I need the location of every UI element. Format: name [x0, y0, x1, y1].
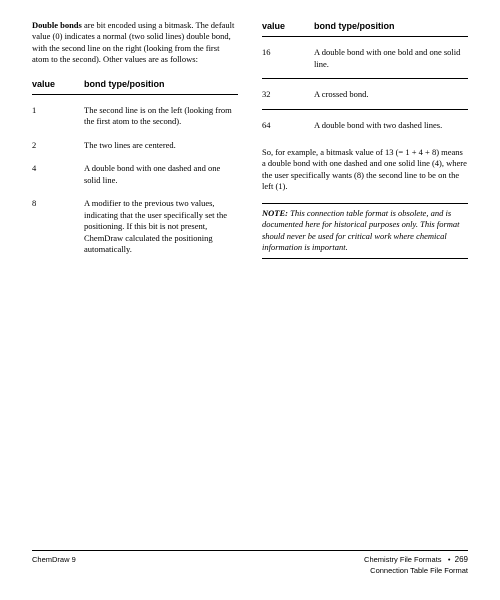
left-table-header-value: value [32, 78, 84, 90]
footer-right-line1: Chemistry File Formats • 269 [364, 555, 468, 566]
note-text: This connection table format is obsolete… [262, 208, 460, 252]
right-table-header-desc: bond type/position [314, 20, 468, 32]
table-row: 4 A double bond with one dashed and one … [32, 159, 238, 194]
table-row: 16 A double bond with one bold and one s… [262, 43, 468, 78]
table-row: 64 A double bond with two dashed lines. [262, 116, 468, 139]
row-desc: The two lines are centered. [84, 140, 238, 151]
table-row: 2 The two lines are centered. [32, 136, 238, 159]
table-row: 1 The second line is on the left (lookin… [32, 101, 238, 136]
right-table-header: value bond type/position [262, 20, 468, 37]
footer-section: Connection Table File Format [364, 566, 468, 576]
table-row: 32 A crossed bond. [262, 85, 468, 108]
row-value: 2 [32, 140, 84, 151]
row-separator [262, 109, 468, 110]
left-table-header-desc: bond type/position [84, 78, 238, 90]
left-column: Double bonds are bit encoded using a bit… [32, 20, 238, 550]
right-column: value bond type/position 16 A double bon… [262, 20, 468, 550]
columns: Double bonds are bit encoded using a bit… [32, 20, 468, 550]
page-root: Double bonds are bit encoded using a bit… [0, 0, 500, 600]
row-value: 64 [262, 120, 314, 131]
note-bottom-rule [262, 258, 468, 259]
left-table-header: value bond type/position [32, 78, 238, 95]
footer-right: Chemistry File Formats • 269 Connection … [364, 555, 468, 576]
footer-left: ChemDraw 9 [32, 555, 76, 576]
row-value: 1 [32, 105, 84, 128]
footer-chapter: Chemistry File Formats [364, 555, 442, 564]
row-separator [262, 78, 468, 79]
row-desc: A modifier to the previous two values, i… [84, 198, 238, 255]
page-footer: ChemDraw 9 Chemistry File Formats • 269 … [32, 550, 468, 576]
row-value: 8 [32, 198, 84, 255]
row-value: 32 [262, 89, 314, 100]
table-row: 8 A modifier to the previous two values,… [32, 194, 238, 263]
row-desc: The second line is on the left (looking … [84, 105, 238, 128]
note-label: NOTE: [262, 208, 288, 218]
row-desc: A double bond with one bold and one soli… [314, 47, 468, 70]
row-value: 4 [32, 163, 84, 186]
row-desc: A double bond with two dashed lines. [314, 120, 468, 131]
row-desc: A crossed bond. [314, 89, 468, 100]
footer-page-number: 269 [455, 555, 468, 564]
intro-bold-term: Double bonds [32, 20, 82, 30]
example-paragraph: So, for example, a bitmask value of 13 (… [262, 147, 468, 193]
row-desc: A double bond with one dashed and one so… [84, 163, 238, 186]
footer-bullet: • [448, 555, 451, 564]
note-block: NOTE: This connection table format is ob… [262, 204, 468, 258]
row-value: 16 [262, 47, 314, 70]
right-table-header-value: value [262, 20, 314, 32]
intro-paragraph: Double bonds are bit encoded using a bit… [32, 20, 238, 66]
